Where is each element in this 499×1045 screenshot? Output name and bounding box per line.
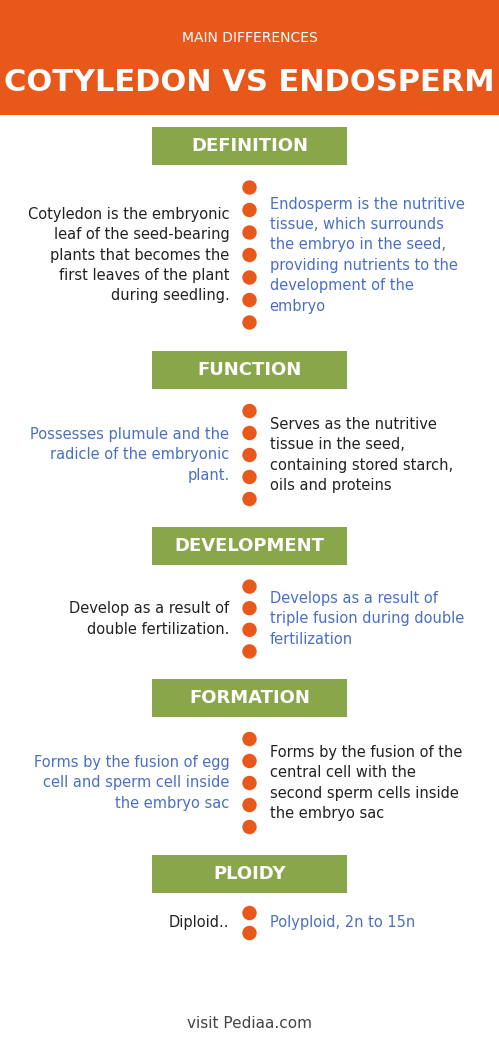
Text: Diploid..: Diploid.. (169, 915, 230, 930)
Text: Cotyledon is the embryonic
leaf of the seed-bearing
plants that becomes the
firs: Cotyledon is the embryonic leaf of the s… (28, 207, 230, 303)
Circle shape (243, 316, 256, 329)
FancyBboxPatch shape (152, 855, 347, 893)
Text: visit Pediaa.com: visit Pediaa.com (187, 1016, 312, 1030)
Text: Develop as a result of
double fertilization.: Develop as a result of double fertilizat… (69, 601, 230, 636)
Circle shape (243, 906, 256, 920)
Circle shape (243, 249, 256, 261)
Text: Possesses plumule and the
radicle of the embryonic
plant.: Possesses plumule and the radicle of the… (30, 427, 230, 483)
Text: Serves as the nutritive
tissue in the seed,
containing stored starch,
oils and p: Serves as the nutritive tissue in the se… (269, 417, 453, 493)
FancyBboxPatch shape (152, 351, 347, 389)
Circle shape (243, 204, 256, 216)
Circle shape (243, 492, 256, 506)
Text: FUNCTION: FUNCTION (198, 361, 301, 379)
Circle shape (243, 927, 256, 939)
FancyBboxPatch shape (152, 679, 347, 717)
Circle shape (243, 776, 256, 790)
Text: Forms by the fusion of egg
cell and sperm cell inside
the embryo sac: Forms by the fusion of egg cell and sper… (34, 756, 230, 811)
Circle shape (243, 580, 256, 594)
Text: MAIN DIFFERENCES: MAIN DIFFERENCES (182, 31, 317, 45)
Text: DEVELOPMENT: DEVELOPMENT (175, 537, 324, 555)
Circle shape (243, 181, 256, 194)
Text: FORMATION: FORMATION (189, 689, 310, 707)
FancyBboxPatch shape (152, 127, 347, 165)
Circle shape (243, 820, 256, 834)
Circle shape (243, 602, 256, 614)
Circle shape (243, 733, 256, 745)
Circle shape (243, 798, 256, 812)
FancyBboxPatch shape (152, 527, 347, 565)
Circle shape (243, 754, 256, 767)
Text: PLOIDY: PLOIDY (213, 865, 286, 883)
Circle shape (243, 645, 256, 658)
Circle shape (243, 448, 256, 462)
Text: Endosperm is the nutritive
tissue, which surrounds
the embryo in the seed,
provi: Endosperm is the nutritive tissue, which… (269, 196, 465, 314)
Circle shape (243, 470, 256, 484)
Circle shape (243, 404, 256, 418)
Circle shape (243, 623, 256, 636)
Text: Forms by the fusion of the
central cell with the
second sperm cells inside
the e: Forms by the fusion of the central cell … (269, 745, 462, 821)
Text: Develops as a result of
triple fusion during double
fertilization: Develops as a result of triple fusion du… (269, 591, 464, 647)
Text: DEFINITION: DEFINITION (191, 137, 308, 155)
Circle shape (243, 226, 256, 239)
Circle shape (243, 426, 256, 440)
Text: COTYLEDON VS ENDOSPERM: COTYLEDON VS ENDOSPERM (4, 68, 495, 96)
FancyBboxPatch shape (0, 0, 499, 115)
Circle shape (243, 271, 256, 284)
Text: Polyploid, 2n to 15n: Polyploid, 2n to 15n (269, 915, 415, 930)
Circle shape (243, 294, 256, 306)
